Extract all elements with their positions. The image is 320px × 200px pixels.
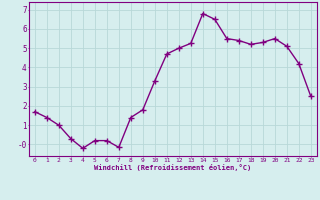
X-axis label: Windchill (Refroidissement éolien,°C): Windchill (Refroidissement éolien,°C) [94, 164, 252, 171]
